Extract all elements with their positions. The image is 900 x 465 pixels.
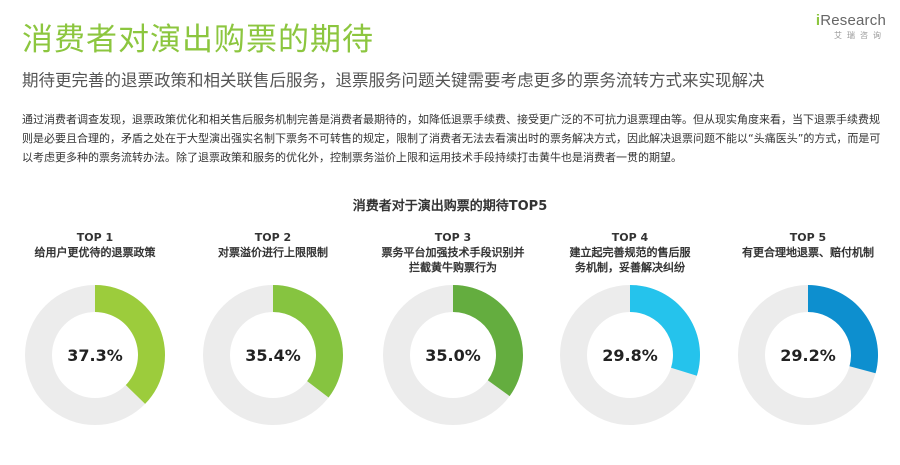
- donut-chart-3: 35.0%: [383, 285, 523, 425]
- donut-segment-5: [808, 285, 878, 374]
- donut-chart-4: 29.8%: [560, 285, 700, 425]
- value-label-5: 29.2%: [780, 346, 836, 365]
- rank-label-1: TOP 1: [76, 231, 114, 244]
- logo-research: Research: [820, 12, 886, 29]
- donut-chart-2: 35.4%: [203, 285, 343, 425]
- rank-label-5: TOP 5: [789, 231, 827, 244]
- donut-chart-5: 29.2%: [738, 285, 878, 425]
- value-label-1: 37.3%: [67, 346, 123, 365]
- rank-label-2: TOP 2: [254, 231, 292, 244]
- logo-i: i: [815, 12, 821, 29]
- rank-label-3: TOP 3: [434, 231, 472, 244]
- donut-segment-1: [95, 285, 165, 404]
- donut-label-block-1: TOP 1 给用户更优待的退票政策: [7, 230, 183, 260]
- donut-segment-2: [273, 285, 343, 398]
- donut-segment-4: [630, 285, 700, 376]
- category-label-4: 建立起完善规范的售后服务机制，妥善解决纠纷: [569, 246, 691, 274]
- donut-label-block-5: TOP 5 有更合理地退票、赔付机制: [720, 230, 896, 260]
- donut-label-block-4: TOP 4 建立起完善规范的售后服务机制，妥善解决纠纷: [542, 230, 718, 275]
- value-label-4: 29.8%: [602, 346, 658, 365]
- iresearch-logo: iResearch 艾瑞咨询: [816, 12, 886, 41]
- category-label-2: 对票溢价进行上限限制: [218, 246, 328, 259]
- donut-segment-3: [453, 285, 523, 397]
- logo-subtext: 艾瑞咨询: [834, 31, 886, 40]
- value-label-3: 35.0%: [425, 346, 481, 365]
- category-label-1: 给用户更优待的退票政策: [34, 246, 156, 259]
- logo-wordmark: iResearch: [816, 12, 886, 29]
- page-subtitle: 期待更完善的退票政策和相关联售后服务，退票服务问题关键需要考虑更多的票务流转方式…: [22, 71, 765, 90]
- donut-label-block-2: TOP 2 对票溢价进行上限限制: [185, 230, 361, 260]
- chart-title: 消费者对于演出购票的期待TOP5: [352, 199, 548, 214]
- intro-paragraph: 通过消费者调查发现，退票政策优化和相关售后服务机制完善是消费者最期待的，如降低退…: [22, 113, 881, 164]
- value-label-2: 35.4%: [245, 346, 301, 365]
- donut-label-block-3: TOP 3 票务平台加强技术手段识别并拦截黄牛购票行为: [365, 230, 541, 275]
- page-title: 消费者对演出购票的期待: [22, 22, 374, 58]
- category-label-3: 票务平台加强技术手段识别并拦截黄牛购票行为: [381, 246, 525, 274]
- donut-chart-1: 37.3%: [25, 285, 165, 425]
- category-label-5: 有更合理地退票、赔付机制: [742, 246, 874, 259]
- rank-label-4: TOP 4: [611, 231, 649, 244]
